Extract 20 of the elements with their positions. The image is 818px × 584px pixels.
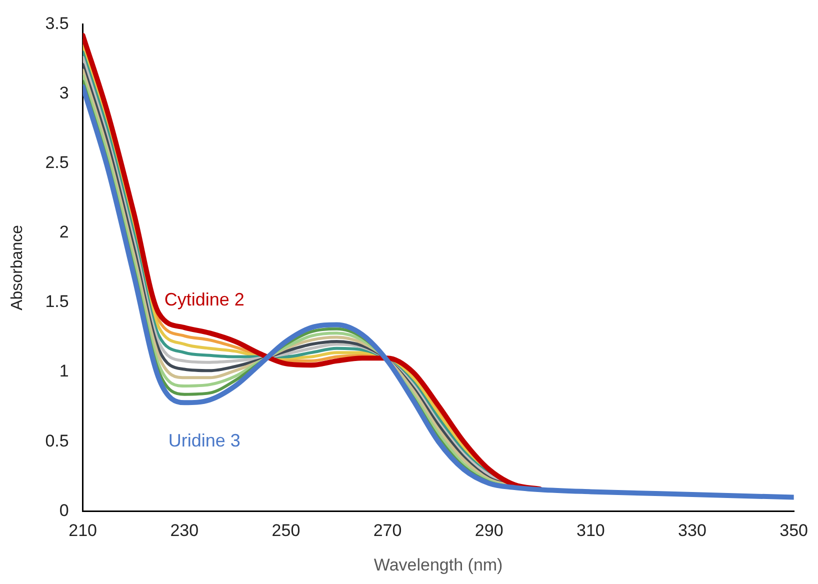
y-tick-label: 2: [59, 222, 69, 242]
x-tick-label: 210: [68, 521, 98, 540]
y-tick-label: 1.5: [45, 292, 69, 312]
y-tick-label: 1: [59, 362, 69, 381]
y-tick-label: 3.5: [45, 14, 69, 33]
x-tick-label: 350: [780, 521, 808, 540]
y-tick-label: 0: [59, 500, 69, 520]
x-axis-title: Wavelength (nm): [374, 555, 503, 574]
y-tick-label: 3: [59, 83, 69, 102]
x-tick-label: 270: [373, 521, 402, 540]
y-tick-label: 2.5: [45, 153, 69, 172]
series-label: Cytidine 2: [164, 290, 244, 310]
series-label: Uridine 3: [168, 430, 240, 451]
y-axis-title: Absorbance: [9, 224, 26, 310]
x-tick-label: 290: [474, 521, 504, 540]
x-tick-label: 230: [170, 521, 199, 540]
x-tick-label: 330: [678, 521, 706, 540]
y-tick-label: 0.5: [45, 431, 69, 450]
x-tick-label: 250: [272, 521, 300, 540]
x-tick-label: 310: [576, 521, 605, 540]
